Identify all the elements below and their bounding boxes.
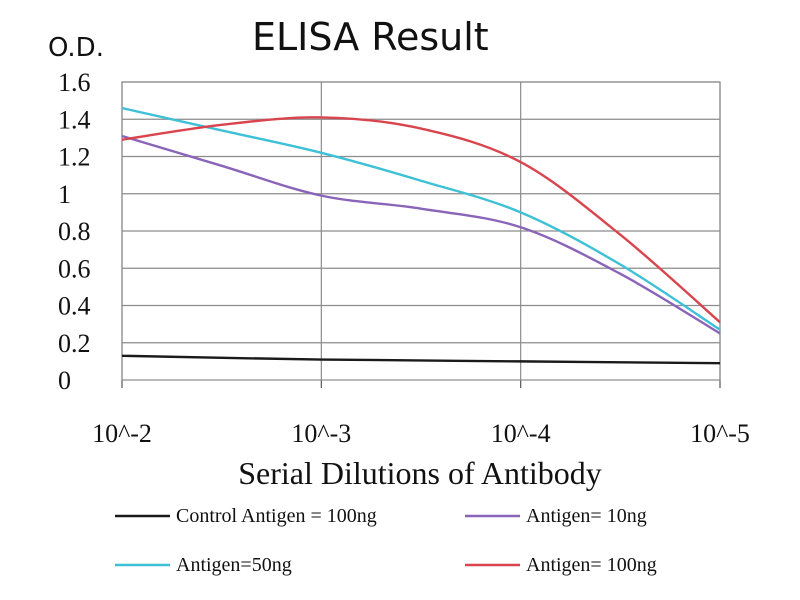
x-tick-labels: 10^-2 10^-3 10^-4 10^-5 bbox=[92, 419, 750, 448]
axes bbox=[121, 81, 721, 388]
x-tick-label: 10^-4 bbox=[491, 419, 551, 448]
legend-label-1: Antigen= 10ng bbox=[526, 505, 647, 527]
series-line-3 bbox=[121, 116, 721, 324]
x-tick-label: 10^-2 bbox=[92, 419, 152, 448]
y-tick-label: 0.6 bbox=[58, 254, 91, 283]
series-line-2 bbox=[121, 106, 721, 331]
x-tick-label: 10^-3 bbox=[291, 419, 351, 448]
y-tick-label: 1 bbox=[58, 180, 71, 209]
y-tick-label: 0.8 bbox=[58, 217, 91, 246]
y-tick-label: 0 bbox=[58, 366, 71, 395]
y-tick-label: 1.6 bbox=[58, 68, 91, 97]
series-line-1 bbox=[121, 134, 721, 335]
chart-title: ELISA Result bbox=[252, 15, 489, 59]
y-tick-label: 0.4 bbox=[58, 292, 91, 321]
legend-label-0: Control Antigen = 100ng bbox=[176, 505, 377, 527]
x-axis-label: Serial Dilutions of Antibody bbox=[238, 455, 602, 491]
series-lines bbox=[121, 106, 721, 365]
legend-label-2: Antigen=50ng bbox=[176, 554, 292, 576]
legend: Control Antigen = 100ng Antigen= 10ng Anti… bbox=[115, 505, 657, 576]
y-tick-label: 1.4 bbox=[58, 105, 91, 134]
plot-border bbox=[121, 81, 721, 381]
x-tick-label: 10^-5 bbox=[690, 419, 750, 448]
legend-label-3: Antigen= 100ng bbox=[526, 554, 657, 576]
y-tick-labels: 0 0.2 0.4 0.6 0.8 1 1.2 1.4 1.6 bbox=[58, 68, 91, 395]
series-line-0 bbox=[121, 354, 721, 365]
y-tick-label: 1.2 bbox=[58, 143, 91, 172]
y-axis-label: O.D. bbox=[48, 33, 104, 63]
y-tick-label: 0.2 bbox=[58, 329, 91, 358]
